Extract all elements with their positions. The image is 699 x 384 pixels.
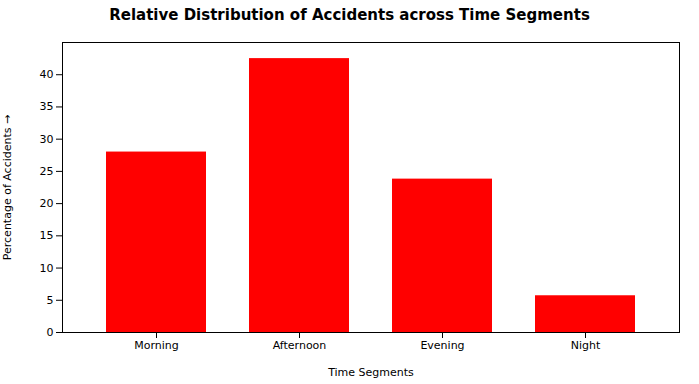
- svg-text:Afternoon: Afternoon: [273, 339, 327, 352]
- svg-text:25: 25: [40, 165, 54, 178]
- svg-text:Night: Night: [571, 339, 601, 352]
- svg-text:40: 40: [40, 68, 54, 81]
- svg-text:10: 10: [40, 262, 54, 275]
- svg-text:20: 20: [40, 197, 54, 210]
- svg-text:Time Segments: Time Segments: [327, 366, 414, 379]
- svg-text:Percentage of Accidents →: Percentage of Accidents →: [1, 115, 14, 260]
- svg-text:35: 35: [40, 100, 54, 113]
- svg-text:30: 30: [40, 133, 54, 146]
- svg-text:15: 15: [40, 229, 54, 242]
- svg-text:0: 0: [47, 326, 54, 339]
- svg-text:Morning: Morning: [134, 339, 179, 352]
- svg-text:Evening: Evening: [420, 339, 464, 352]
- svg-text:5: 5: [47, 294, 54, 307]
- html-text:Relative Distribution of Accid: Relative Distribution of Accidents acros…: [109, 6, 590, 24]
